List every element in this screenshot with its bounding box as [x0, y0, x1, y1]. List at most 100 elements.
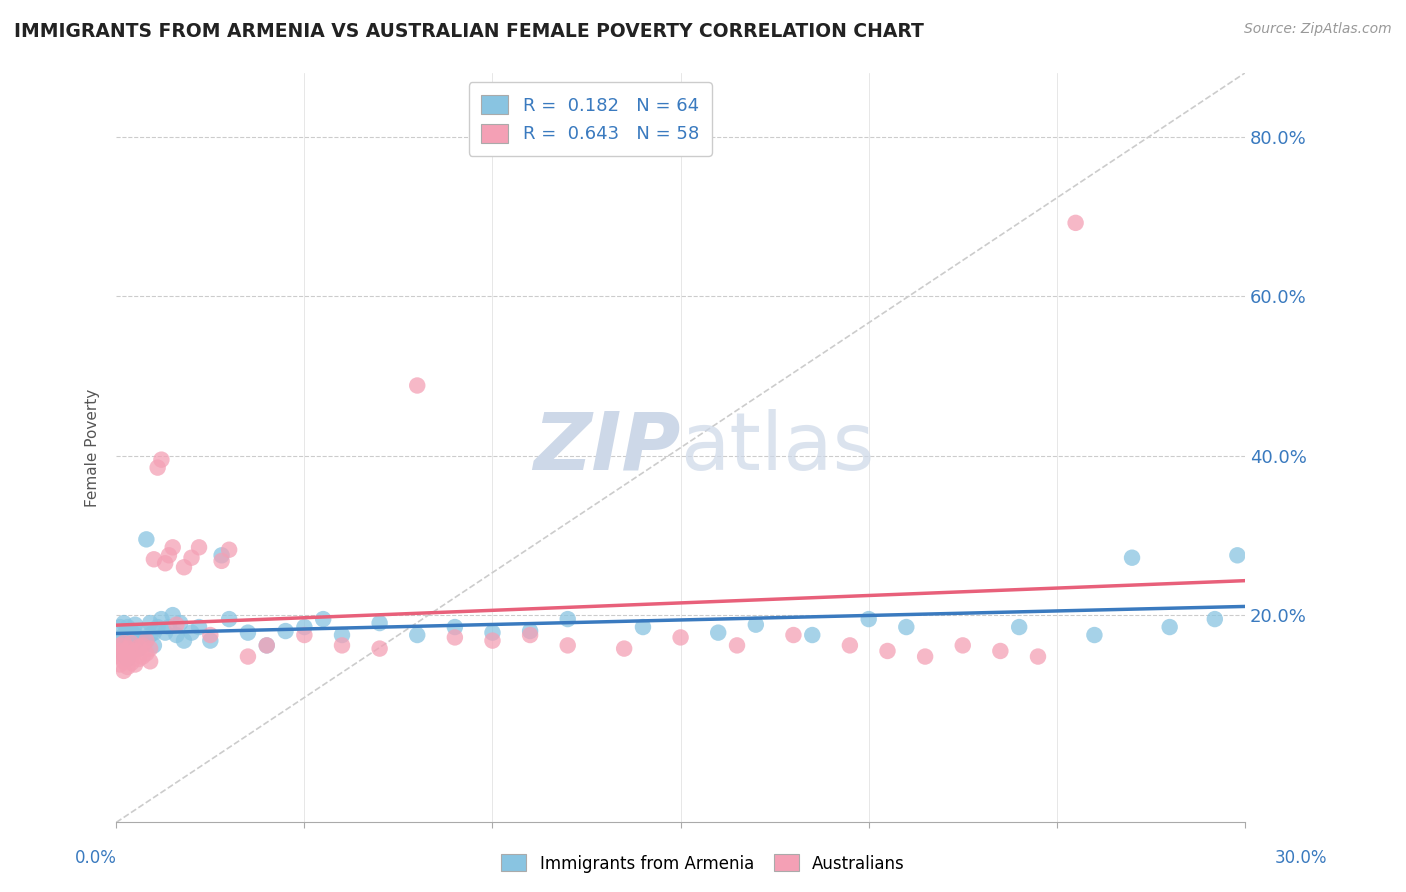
Point	[236, 625, 259, 640]
Text: Source: ZipAtlas.com: Source: ZipAtlas.com	[1244, 22, 1392, 37]
Point	[157, 620, 180, 634]
Point	[707, 625, 730, 640]
Text: IMMIGRANTS FROM ARMENIA VS AUSTRALIAN FEMALE POVERTY CORRELATION CHART: IMMIGRANTS FROM ARMENIA VS AUSTRALIAN FE…	[14, 22, 924, 41]
Point	[112, 636, 135, 650]
Point	[120, 646, 142, 660]
Point	[211, 549, 233, 563]
Point	[801, 628, 824, 642]
Point	[274, 624, 297, 638]
Point	[1121, 550, 1143, 565]
Point	[631, 620, 654, 634]
Point	[481, 633, 503, 648]
Point	[120, 636, 142, 650]
Point	[180, 550, 202, 565]
Point	[1226, 549, 1249, 563]
Point	[914, 649, 936, 664]
Legend: R =  0.182   N = 64, R =  0.643   N = 58: R = 0.182 N = 64, R = 0.643 N = 58	[468, 82, 711, 156]
Point	[112, 628, 135, 642]
Point	[368, 641, 391, 656]
Point	[142, 639, 165, 653]
Point	[124, 657, 146, 672]
Point	[519, 628, 541, 642]
Point	[117, 660, 139, 674]
Point	[200, 628, 222, 642]
Point	[1026, 649, 1049, 664]
Point	[146, 620, 169, 634]
Point	[139, 654, 162, 668]
Text: ZIP: ZIP	[533, 409, 681, 487]
Point	[131, 649, 153, 664]
Point	[896, 620, 918, 634]
Point	[782, 628, 804, 642]
Point	[988, 644, 1011, 658]
Point	[157, 549, 180, 563]
Point	[108, 644, 131, 658]
Point	[330, 628, 353, 642]
Point	[256, 639, 278, 653]
Point	[108, 644, 131, 658]
Point	[108, 639, 131, 653]
Point	[135, 633, 157, 648]
Point	[519, 624, 541, 638]
Point	[139, 628, 162, 642]
Point	[124, 617, 146, 632]
Point	[117, 641, 139, 656]
Point	[188, 620, 211, 634]
Point	[128, 640, 150, 654]
Point	[312, 612, 335, 626]
Point	[173, 560, 195, 574]
Point	[108, 632, 131, 646]
Point	[120, 624, 142, 638]
Point	[725, 639, 748, 653]
Point	[330, 639, 353, 653]
Point	[292, 620, 315, 634]
Point	[1204, 612, 1226, 626]
Point	[142, 625, 165, 640]
Point	[139, 641, 162, 656]
Point	[368, 616, 391, 631]
Point	[117, 632, 139, 646]
Point	[128, 631, 150, 645]
Point	[131, 636, 153, 650]
Point	[406, 628, 429, 642]
Point	[108, 657, 131, 672]
Point	[135, 533, 157, 547]
Point	[211, 554, 233, 568]
Point	[169, 616, 191, 631]
Point	[124, 639, 146, 653]
Point	[142, 552, 165, 566]
Point	[218, 542, 240, 557]
Point	[112, 636, 135, 650]
Point	[1159, 620, 1181, 634]
Point	[128, 641, 150, 656]
Point	[124, 628, 146, 642]
Point	[112, 616, 135, 631]
Point	[166, 628, 188, 642]
Point	[1064, 216, 1087, 230]
Point	[120, 633, 142, 648]
Point	[613, 641, 636, 656]
Point	[112, 664, 135, 678]
Point	[292, 628, 315, 642]
Point	[838, 639, 860, 653]
Point	[256, 639, 278, 653]
Point	[188, 541, 211, 555]
Point	[444, 620, 467, 634]
Point	[120, 656, 142, 670]
Point	[218, 612, 240, 626]
Point	[745, 617, 768, 632]
Point	[108, 649, 131, 664]
Point	[117, 640, 139, 654]
Text: atlas: atlas	[681, 409, 875, 487]
Text: 30.0%: 30.0%	[1274, 849, 1327, 867]
Point	[162, 608, 184, 623]
Point	[180, 625, 202, 640]
Point	[557, 612, 579, 626]
Point	[153, 556, 176, 570]
Point	[131, 639, 153, 653]
Point	[117, 620, 139, 634]
Point	[120, 644, 142, 658]
Point	[135, 646, 157, 660]
Y-axis label: Female Poverty: Female Poverty	[86, 389, 100, 507]
Point	[135, 633, 157, 648]
